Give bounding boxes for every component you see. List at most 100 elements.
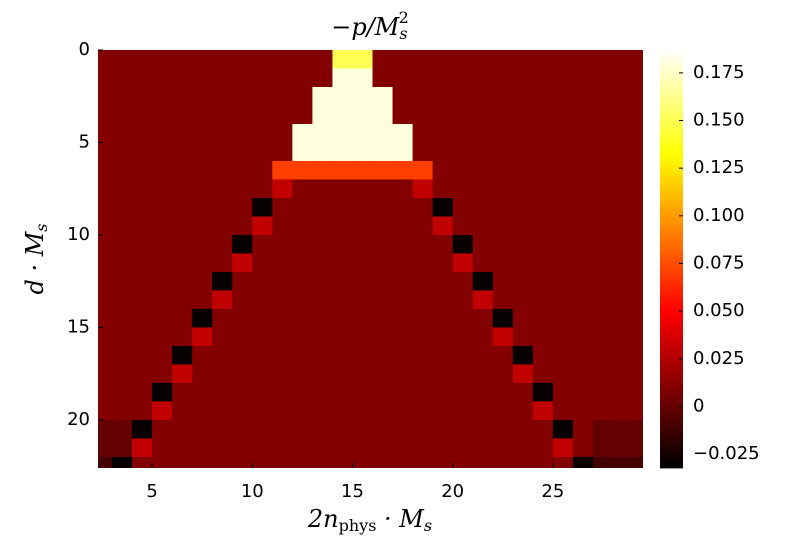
heatmap-cell xyxy=(352,382,373,402)
heatmap-cell xyxy=(592,179,614,199)
heatmap-cell xyxy=(452,234,474,254)
heatmap-cell xyxy=(98,364,113,384)
heatmap-cell xyxy=(392,401,413,421)
heatmap-cell xyxy=(332,216,353,236)
heatmap-cell xyxy=(332,160,353,180)
colorbar-swatch xyxy=(660,92,683,95)
heatmap-cell xyxy=(98,271,113,291)
colorbar-swatch xyxy=(660,376,683,379)
heatmap-cell xyxy=(332,179,353,199)
heatmap-cell xyxy=(252,419,273,439)
heatmap-cell xyxy=(512,123,534,143)
heatmap-cell xyxy=(572,123,594,143)
heatmap-cell xyxy=(492,456,514,468)
heatmap-cell xyxy=(252,197,273,217)
x-tick-label: 20 xyxy=(441,481,464,502)
colorbar-tick-label: 0.025 xyxy=(693,348,745,369)
heatmap-cell xyxy=(512,68,534,88)
heatmap-cell xyxy=(232,271,253,291)
heatmap-cell xyxy=(212,123,233,143)
heatmap-cell xyxy=(98,179,113,199)
colorbar-swatch xyxy=(660,254,683,257)
heatmap-cell xyxy=(512,401,534,421)
colorbar-swatch xyxy=(660,230,683,233)
heatmap-cell xyxy=(492,364,514,384)
heatmap-cell xyxy=(132,401,153,421)
colorbar-swatch xyxy=(660,368,683,371)
heatmap-cell xyxy=(372,197,393,217)
colorbar-swatch xyxy=(660,162,683,165)
heatmap-cell xyxy=(612,271,634,291)
heatmap-cell xyxy=(412,86,434,106)
heatmap-cell xyxy=(132,290,153,310)
heatmap-cell xyxy=(312,438,333,458)
colorbar-swatch xyxy=(660,102,683,105)
heatmap-cell xyxy=(452,123,474,143)
heatmap-cell xyxy=(632,160,643,180)
heatmap-cell xyxy=(392,364,413,384)
heatmap-cell xyxy=(98,86,113,106)
heatmap-cell xyxy=(432,327,454,347)
colorbar-swatch xyxy=(660,114,683,117)
heatmap-cell xyxy=(212,382,233,402)
heatmap-cell xyxy=(252,50,273,69)
heatmap-cell xyxy=(312,160,333,180)
heatmap-cell xyxy=(412,456,434,468)
heatmap-cell xyxy=(452,382,474,402)
heatmap-cell xyxy=(98,105,113,125)
heatmap-cell xyxy=(332,290,353,310)
colorbar-swatch xyxy=(660,60,683,63)
heatmap-cell xyxy=(212,456,233,468)
heatmap-cell xyxy=(232,197,253,217)
heatmap-cell xyxy=(252,382,273,402)
heatmap-cell xyxy=(412,438,434,458)
heatmap-cell xyxy=(372,438,393,458)
heatmap-cell xyxy=(552,327,574,347)
colorbar-swatch xyxy=(660,130,683,133)
heatmap-cell xyxy=(252,160,273,180)
heatmap-cell xyxy=(312,364,333,384)
heatmap-cell xyxy=(352,123,373,143)
heatmap-cell xyxy=(392,253,413,273)
heatmap-cell xyxy=(472,382,494,402)
heatmap-cell xyxy=(212,86,233,106)
heatmap-cell xyxy=(112,253,133,273)
heatmap-cell xyxy=(472,419,494,439)
heatmap-cell xyxy=(352,160,373,180)
heatmap-cell xyxy=(552,308,574,328)
heatmap-cell xyxy=(632,253,643,273)
colorbar-swatch xyxy=(660,424,683,427)
heatmap-cell xyxy=(352,438,373,458)
heatmap-cell xyxy=(452,160,474,180)
colorbar-swatch xyxy=(660,68,683,71)
colorbar-swatch xyxy=(660,300,683,303)
heatmap-cell xyxy=(312,123,333,143)
heatmap-cell xyxy=(532,86,554,106)
heatmap-cell xyxy=(552,271,574,291)
heatmap-cell xyxy=(372,327,393,347)
heatmap-cell xyxy=(612,456,634,468)
heatmap-cell xyxy=(572,290,594,310)
colorbar-swatch xyxy=(660,236,683,239)
heatmap-cell xyxy=(112,234,133,254)
heatmap-cell xyxy=(132,345,153,365)
heatmap-cell xyxy=(432,142,454,162)
colorbar-swatch xyxy=(660,456,683,459)
colorbar-swatch xyxy=(660,238,683,241)
heatmap-cell xyxy=(172,68,193,88)
colorbar-swatch xyxy=(660,406,683,409)
heatmap-cell xyxy=(172,271,193,291)
heatmap-cell xyxy=(152,308,173,328)
heatmap-cell xyxy=(572,86,594,106)
heatmap-cell xyxy=(492,345,514,365)
heatmap-cell xyxy=(392,308,413,328)
heatmap-cell xyxy=(592,401,614,421)
heatmap-cell xyxy=(98,50,113,69)
colorbar-swatch xyxy=(660,122,683,125)
heatmap-cell xyxy=(412,364,434,384)
heatmap-cell xyxy=(472,123,494,143)
colorbar-swatch xyxy=(660,324,683,327)
heatmap-cell xyxy=(632,142,643,162)
heatmap-cell xyxy=(532,50,554,69)
heatmap-cell xyxy=(112,364,133,384)
